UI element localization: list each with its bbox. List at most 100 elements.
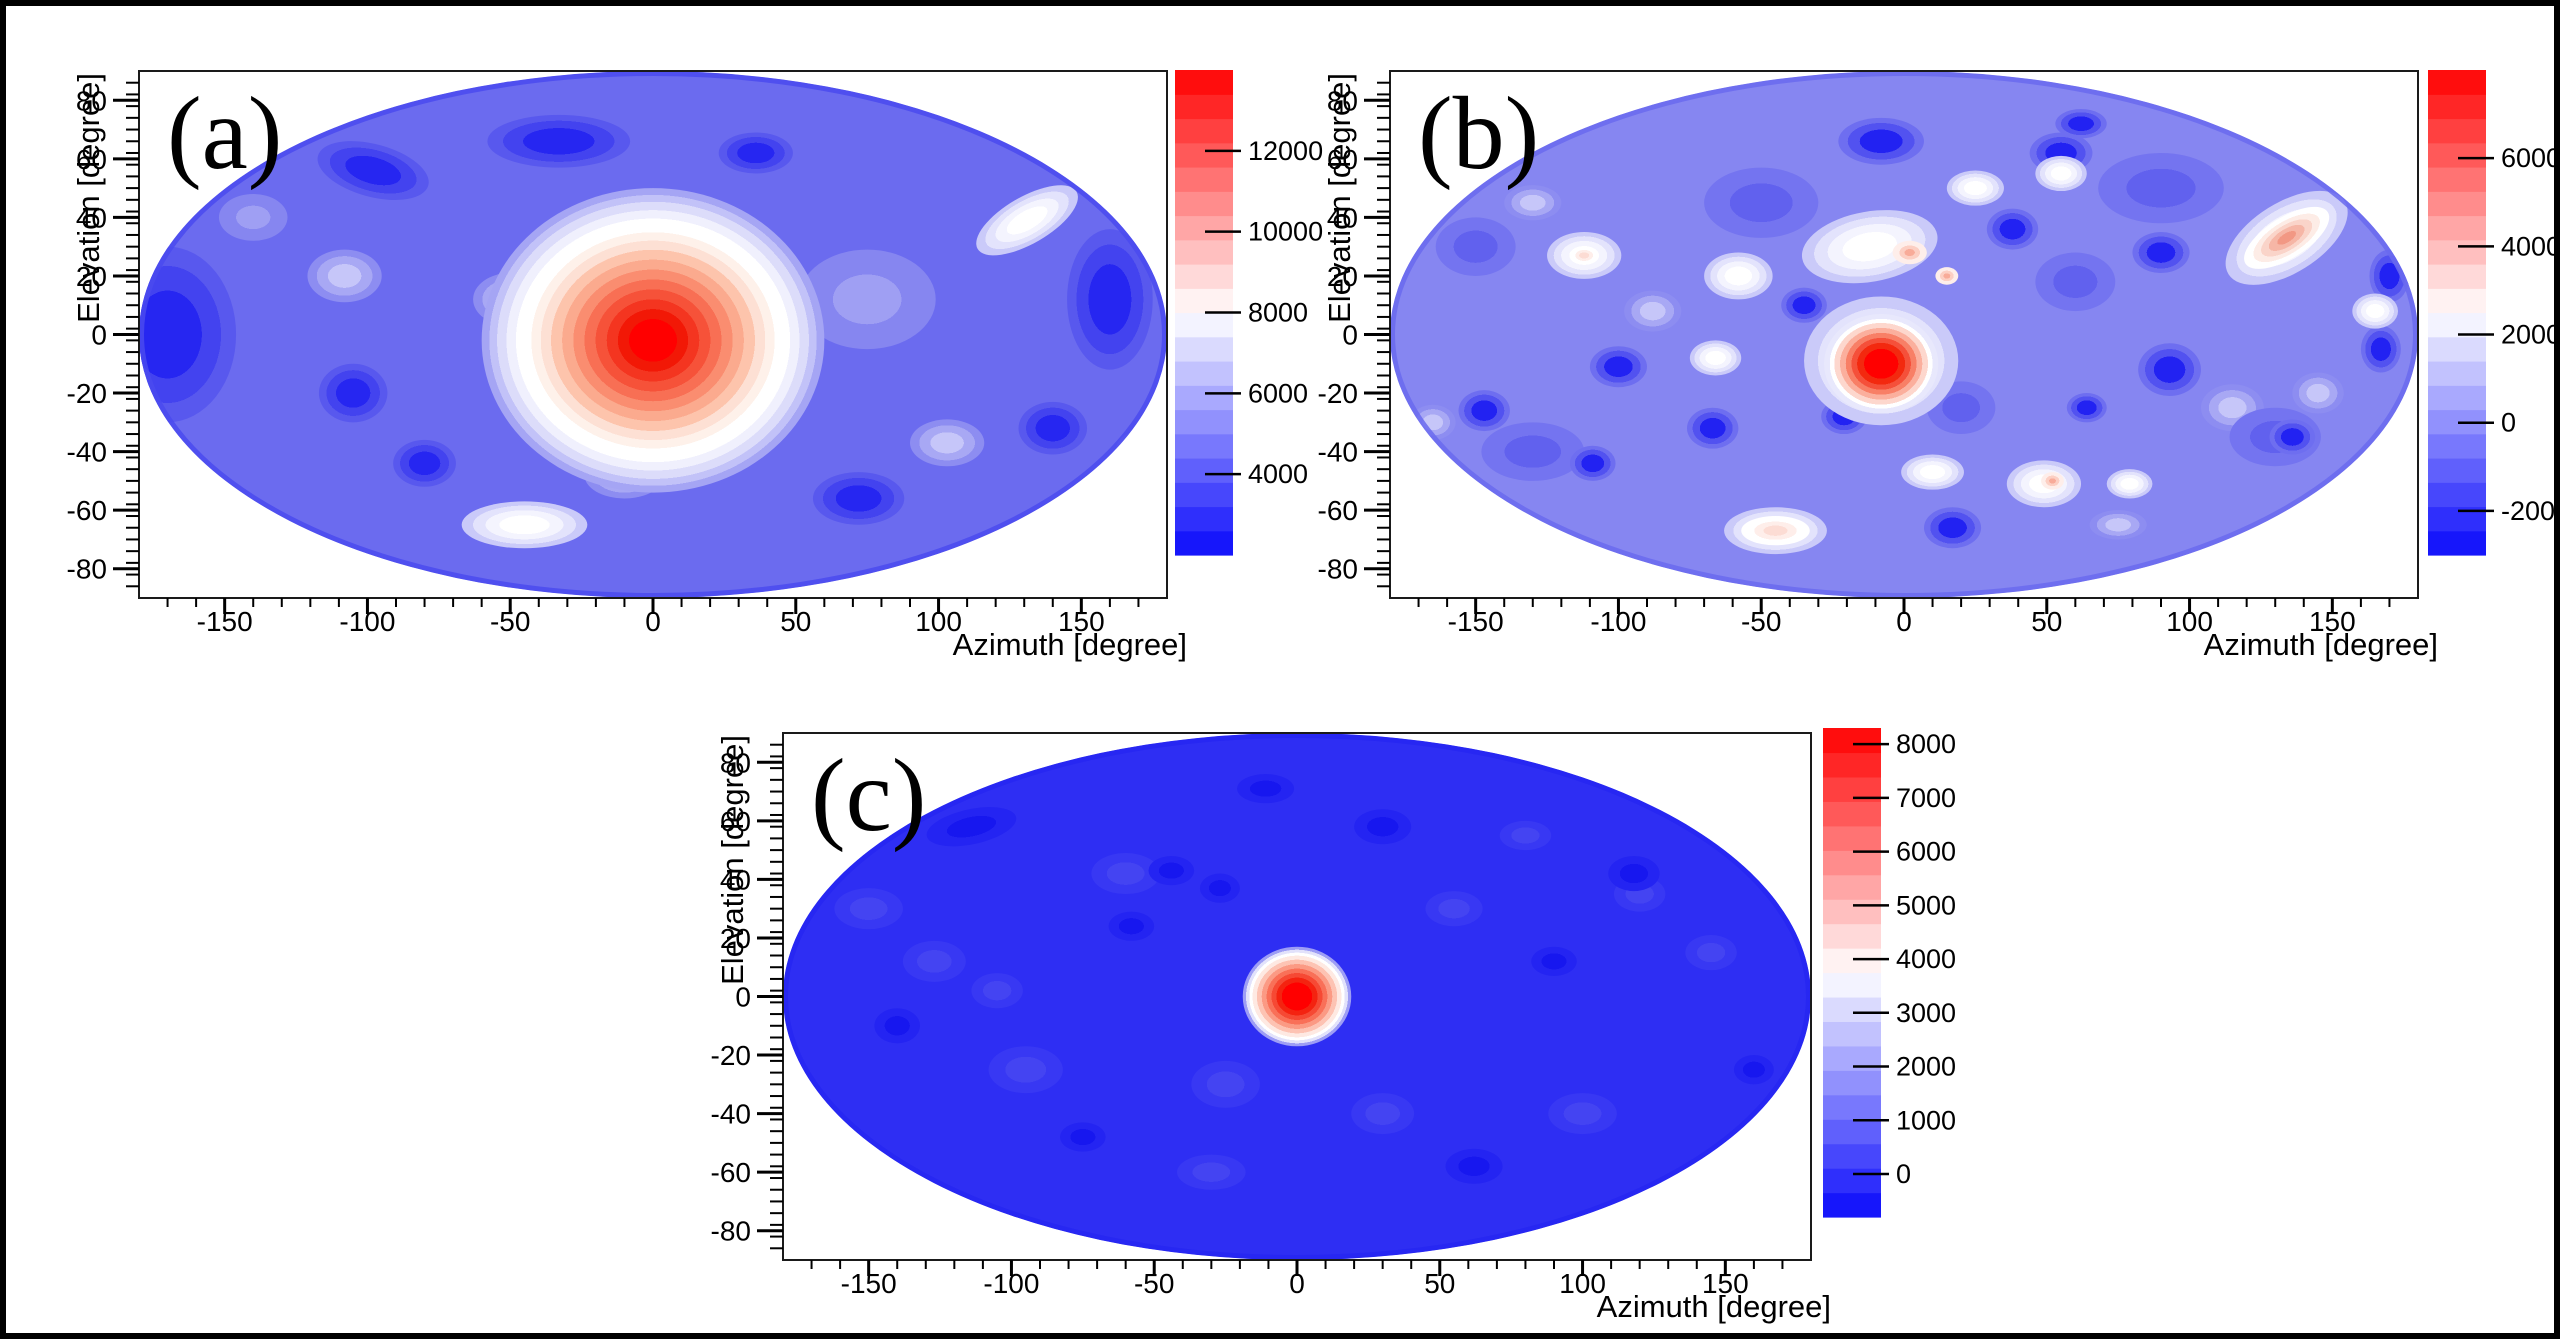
colorbar-band bbox=[1175, 530, 1233, 556]
skymap-c bbox=[783, 733, 1811, 1260]
colorbar-tick-label: 10000 bbox=[1248, 217, 1323, 247]
y-axis-tick-label: -40 bbox=[711, 1099, 751, 1130]
skymap-feature-low-dark bbox=[1923, 507, 1982, 549]
colorbar-tick-label: 0 bbox=[1896, 1159, 1911, 1189]
colorbar-band bbox=[2428, 70, 2486, 95]
colorbar-band bbox=[1823, 752, 1881, 778]
y-axis-tick-label: -60 bbox=[67, 495, 107, 526]
y-axis-tick-label: 0 bbox=[91, 320, 107, 351]
y-axis-tick-label: 40 bbox=[1327, 202, 1358, 233]
x-axis-tick-label: 0 bbox=[1896, 606, 1912, 637]
skymap-feature-low-medium bbox=[2098, 152, 2224, 224]
x-axis-tick-label: 50 bbox=[2031, 606, 2062, 637]
panel-letter-b: (b) bbox=[1418, 76, 1539, 191]
colorbar-band bbox=[1175, 482, 1233, 508]
y-axis-tick-label: 40 bbox=[720, 864, 751, 895]
skymap-peak-blob bbox=[1242, 946, 1352, 1047]
colorbar-band bbox=[2428, 288, 2486, 314]
skymap-feature-low-dark bbox=[1108, 911, 1155, 941]
x-axis-tick-label: 50 bbox=[1424, 1268, 1455, 1299]
colorbar-band bbox=[2428, 312, 2486, 338]
y-axis-tick-label: 20 bbox=[1327, 261, 1358, 292]
colorbar-band bbox=[1823, 874, 1881, 900]
x-axis-title: Azimuth [degree] bbox=[953, 627, 1187, 662]
skymap-feature-white-high bbox=[461, 501, 588, 549]
skymap-feature-pink-spot bbox=[1892, 240, 1927, 265]
colorbar-band bbox=[2428, 482, 2486, 508]
y-axis-tick-label: 60 bbox=[720, 806, 751, 837]
colorbar-tick-label: 0 bbox=[2501, 408, 2516, 438]
colorbar-band bbox=[1175, 361, 1233, 386]
colorbar-band bbox=[1823, 825, 1881, 851]
colorbar-band bbox=[1823, 1168, 1881, 1194]
skymap-feature-light bbox=[834, 888, 903, 930]
skymap-feature-light bbox=[1504, 185, 1562, 221]
skymap-a bbox=[139, 71, 1167, 598]
skymap-feature-low-dark bbox=[1067, 229, 1153, 370]
skymap-feature-light bbox=[1624, 290, 1682, 332]
skymap-feature-pink-spot-soft bbox=[1569, 246, 1599, 265]
colorbar-tick-label: 6000 bbox=[1248, 378, 1308, 408]
skymap-feature-low-dark bbox=[1589, 346, 1647, 388]
y-axis-tick-label: 60 bbox=[76, 144, 107, 175]
skymap-feature-low-dark bbox=[1018, 401, 1088, 455]
skymap-feature-light bbox=[307, 249, 382, 303]
y-axis-tick-label: 80 bbox=[76, 85, 107, 116]
colorbar-tick-label: 7000 bbox=[1896, 783, 1956, 813]
skymap-feature-light bbox=[1685, 935, 1737, 971]
skymap-feature-low-dark bbox=[2360, 325, 2401, 373]
colorbar-band bbox=[2428, 530, 2486, 556]
colorbar-tick-label: 12000 bbox=[1248, 136, 1323, 166]
colorbar-band bbox=[1175, 191, 1233, 217]
colorbar-band bbox=[1175, 94, 1233, 120]
skymap-feature-low-dark bbox=[2138, 343, 2201, 396]
colorbar-tick-label: -2000 bbox=[2501, 496, 2560, 526]
skymap-feature-pink-spot bbox=[1935, 267, 1959, 285]
colorbar-band bbox=[2428, 458, 2486, 483]
skymap-feature-light bbox=[1499, 820, 1552, 851]
colorbar-tick-label: 6000 bbox=[2501, 143, 2560, 173]
y-axis-tick-label: -40 bbox=[1318, 437, 1358, 468]
x-axis-tick-label: -100 bbox=[1590, 606, 1646, 637]
colorbar-band bbox=[1175, 312, 1233, 338]
skymap-feature-low-dark bbox=[926, 807, 1017, 847]
y-axis-tick-label: -80 bbox=[711, 1216, 751, 1247]
skymap-feature-light bbox=[1091, 853, 1160, 895]
x-axis-tick-label: -100 bbox=[983, 1268, 1039, 1299]
skymap-feature-pink-spot bbox=[2041, 472, 2064, 490]
skymap-feature-low-dark bbox=[1237, 773, 1295, 804]
y-axis-tick-label: -40 bbox=[67, 437, 107, 468]
skymap-feature-light bbox=[2292, 372, 2344, 414]
colorbar-tick-label: 8000 bbox=[1896, 729, 1956, 759]
colorbar-band bbox=[1823, 972, 1881, 998]
skymap-feature-low-dark bbox=[317, 141, 429, 200]
colorbar-band bbox=[1823, 850, 1881, 876]
x-axis-tick-label: -150 bbox=[197, 606, 253, 637]
colorbar-band bbox=[1175, 142, 1233, 168]
colorbar-a: 4000 6000 8000 10000 12000 bbox=[1175, 70, 1323, 556]
skymap-feature-pink-spot-soft bbox=[1741, 516, 1810, 546]
colorbar-tick-label: 1000 bbox=[1896, 1105, 1956, 1135]
colorbar-band bbox=[1823, 1021, 1881, 1047]
colorbar-band bbox=[2428, 142, 2486, 168]
colorbar-band bbox=[1823, 899, 1881, 925]
y-axis-tick-label: -20 bbox=[67, 378, 107, 409]
skymap-feature-low-dark bbox=[1733, 1055, 1774, 1085]
colorbar-band bbox=[1823, 801, 1881, 827]
skymap-feature-light bbox=[910, 419, 985, 467]
y-axis-b: 80 60 40 20 0 -20 -40 -60 -80 Elevation [degree] bbox=[1318, 73, 1390, 588]
colorbar-band bbox=[1823, 1119, 1881, 1145]
colorbar-tick-label: 3000 bbox=[1896, 998, 1956, 1028]
skymap-feature-light bbox=[1425, 891, 1483, 927]
skymap-feature-low-dark bbox=[718, 132, 793, 174]
skymap-feature-white-high bbox=[976, 185, 1078, 256]
panel-letter-c: (c) bbox=[811, 738, 926, 853]
colorbar-band bbox=[2428, 361, 2486, 386]
skymap-feature-white-high bbox=[2106, 469, 2153, 499]
skymap-feature-light bbox=[1177, 1154, 1246, 1190]
y-axis-c: 80 60 40 20 0 -20 -40 -60 -80 Elevation [degree] bbox=[711, 735, 783, 1250]
